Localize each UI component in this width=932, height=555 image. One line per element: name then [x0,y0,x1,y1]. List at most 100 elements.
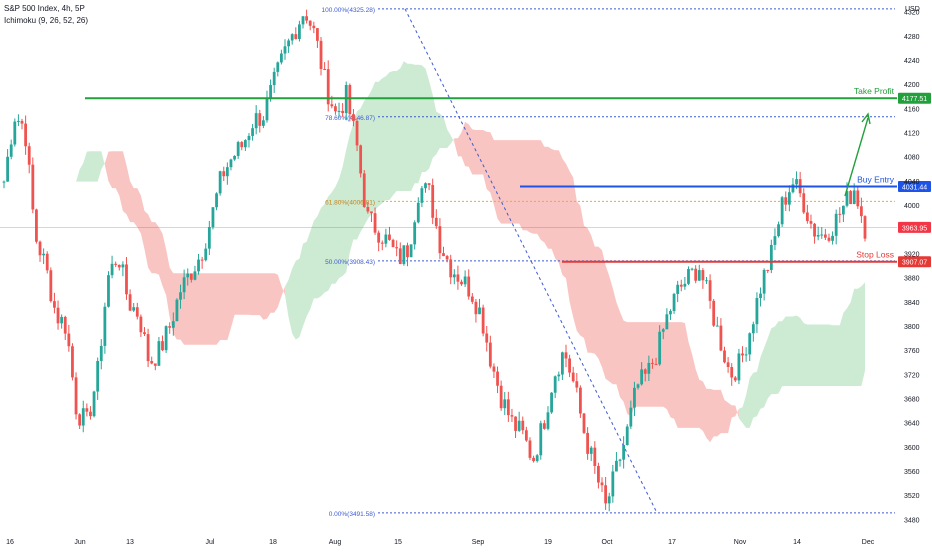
axis-unit: USD [905,6,920,13]
candle-body [99,345,103,361]
candle-body [359,145,363,174]
candle-body [35,209,38,242]
candle-body [575,381,579,388]
candle-body [560,352,564,375]
candle-body [676,284,680,294]
candle-body [114,263,118,265]
candle-body [470,296,474,302]
candle-body [726,362,730,368]
candle-body [769,244,773,270]
y-tick-label: 3840 [904,300,920,307]
x-tick-label: Aug [329,539,342,546]
fib-level-label: 0.00%(3491.58) [329,511,375,518]
x-tick-label: 17 [668,539,676,546]
candle-body [229,159,233,168]
candle-body [13,121,17,145]
candle-body [261,120,265,126]
candle-body [312,25,316,29]
candle-body [665,314,669,330]
candle-body [272,71,276,86]
candle-body [629,407,633,427]
candle-body [586,432,590,454]
candle-body [517,420,521,431]
y-tick-label: 3480 [904,517,920,524]
candle-body [445,256,449,260]
indicator-title: Ichimoku (9, 26, 52, 26) [4,16,89,25]
candle-body [737,353,741,381]
candle-body [636,384,640,388]
candle-body [679,284,683,287]
candle-body [510,415,514,417]
candle-body [121,264,125,268]
candle-body [618,459,622,461]
candle-body [391,239,395,248]
symbol-title: S&P 500 Index, 4h, 5P [4,4,85,13]
candle-body [207,227,211,249]
candle-body [225,167,229,177]
x-tick-label: 15 [394,539,402,546]
candle-body [524,430,528,441]
ichimoku-cloud-bullish [738,282,865,428]
candle-body [337,110,341,112]
candle-body [784,197,788,205]
candle-body [715,325,719,327]
x-tick-label: Oct [602,539,613,546]
candle-body [535,455,539,462]
y-tick-label: 3600 [904,445,920,452]
candle-body [600,482,604,486]
candle-body [38,241,42,256]
candle-body [712,300,716,326]
candle-body [816,235,820,237]
candle-body [283,46,287,54]
candle-body [553,376,557,393]
candle-body [157,341,161,366]
candle-body [85,408,89,412]
candle-body [276,62,280,72]
candle-body [859,206,863,217]
projection-arrow [844,117,869,197]
candle-body [841,205,845,215]
candle-body [467,276,471,297]
candle-body [625,426,629,446]
candle-body [708,280,712,301]
candle-body [820,234,824,236]
candle-body [218,171,222,194]
candle-body [135,307,139,317]
x-tick-label: Dec [862,539,875,546]
fib-level-label: 61.80%(4006.81) [325,199,375,206]
x-tick-label: Sep [472,539,485,546]
candle-body [352,114,355,121]
y-tick-label: 4320 [904,10,920,17]
candle-body [406,245,409,258]
candle-body [787,192,791,205]
candle-body [150,361,154,364]
arrow-head [861,112,871,125]
candle-body [362,173,366,207]
y-tick-label: 3680 [904,397,920,404]
candle-body [254,113,258,129]
candle-body [370,211,373,214]
y-tick-label: 3760 [904,348,920,355]
candle-body [579,387,582,414]
candle-body [622,445,626,460]
candle-body [723,350,726,363]
x-tick-label: 19 [544,539,552,546]
candle-body [651,362,654,364]
candle-body [308,20,312,26]
price-tag [898,92,931,104]
candle-body [773,236,777,245]
candle-body [485,333,489,343]
candle-body [532,457,535,462]
ichimoku-cloud-bullish [285,61,455,340]
candle-body [110,263,114,276]
candle-body [348,85,352,115]
candle-body [42,253,46,256]
candle-body [838,213,842,215]
candle-body [316,28,319,41]
candle-body [672,293,676,312]
x-tick-label: 16 [6,539,14,546]
candle-body [388,234,391,240]
candle-body [20,120,24,124]
candle-body [247,135,251,141]
